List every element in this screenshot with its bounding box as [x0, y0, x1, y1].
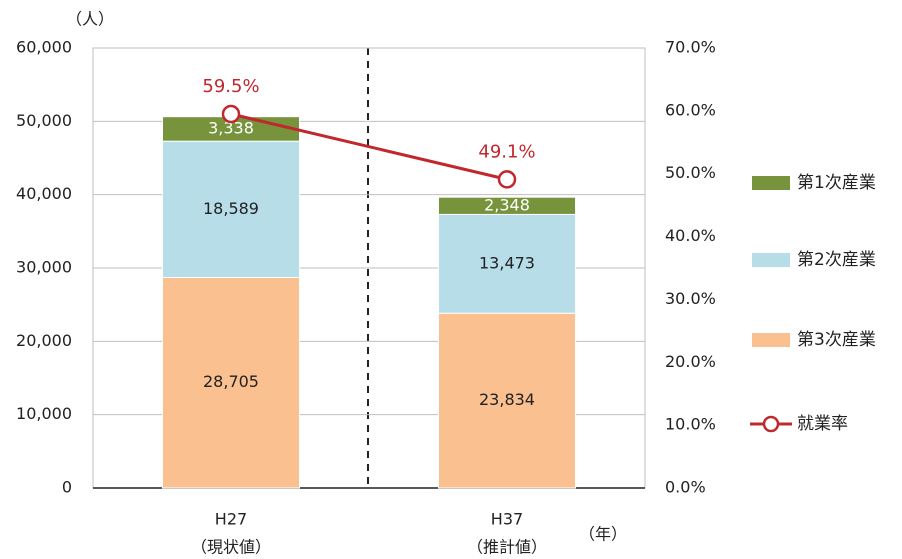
- legend-marker: [762, 415, 780, 433]
- x-unit-label: （年）: [579, 525, 627, 544]
- y-tick-label: 20,000: [16, 331, 72, 350]
- y2-tick-label: 60.0%: [665, 100, 716, 119]
- line-marker: [497, 170, 517, 189]
- x-tick-note: （現状値）: [191, 538, 271, 557]
- legend-label: 第3次産業: [797, 330, 876, 350]
- legend-swatch: [752, 333, 790, 347]
- legend-label: 就業率: [797, 414, 848, 434]
- data-label: 3,338: [208, 118, 254, 137]
- data-label: 2,348: [484, 195, 530, 214]
- data-label: 13,473: [479, 253, 535, 272]
- y2-tick-label: 20.0%: [665, 352, 716, 371]
- y-tick-label: 0: [62, 478, 72, 497]
- y-tick-label: 40,000: [16, 184, 72, 203]
- x-tick-label: H37: [491, 510, 523, 529]
- bar-segment: [162, 140, 300, 278]
- y2-tick-label: 0.0%: [665, 478, 706, 497]
- legend-swatch: [752, 253, 790, 267]
- y-tick-label: 30,000: [16, 258, 72, 277]
- data-label: 23,834: [479, 390, 535, 409]
- y2-tick-label: 50.0%: [665, 163, 716, 182]
- line: [230, 112, 508, 181]
- legend-label: 第2次産業: [797, 250, 876, 270]
- bar-segment: [438, 196, 576, 215]
- y2-tick-label: 30.0%: [665, 289, 716, 308]
- bar-segment: [438, 312, 576, 489]
- data-label: 49.1%: [478, 141, 535, 162]
- y2-tick-label: 70.0%: [665, 38, 716, 57]
- y-tick-label: 50,000: [16, 111, 72, 130]
- data-label: 18,589: [203, 199, 259, 218]
- y-unit-label: （人）: [66, 10, 114, 29]
- data-label: 28,705: [203, 372, 259, 391]
- bar-segment: [162, 276, 300, 489]
- legend-swatch: [752, 176, 790, 190]
- data-label: 59.5%: [202, 76, 259, 97]
- x-tick-label: H27: [215, 510, 247, 529]
- y2-tick-label: 10.0%: [665, 415, 716, 434]
- x-tick-note: （推計値）: [467, 538, 547, 557]
- y-tick-label: 60,000: [16, 38, 72, 57]
- legend-label: 第1次産業: [797, 173, 876, 193]
- y2-tick-label: 40.0%: [665, 226, 716, 245]
- line-marker: [221, 104, 241, 124]
- bar-segment: [438, 213, 576, 314]
- y-tick-label: 10,000: [16, 404, 72, 423]
